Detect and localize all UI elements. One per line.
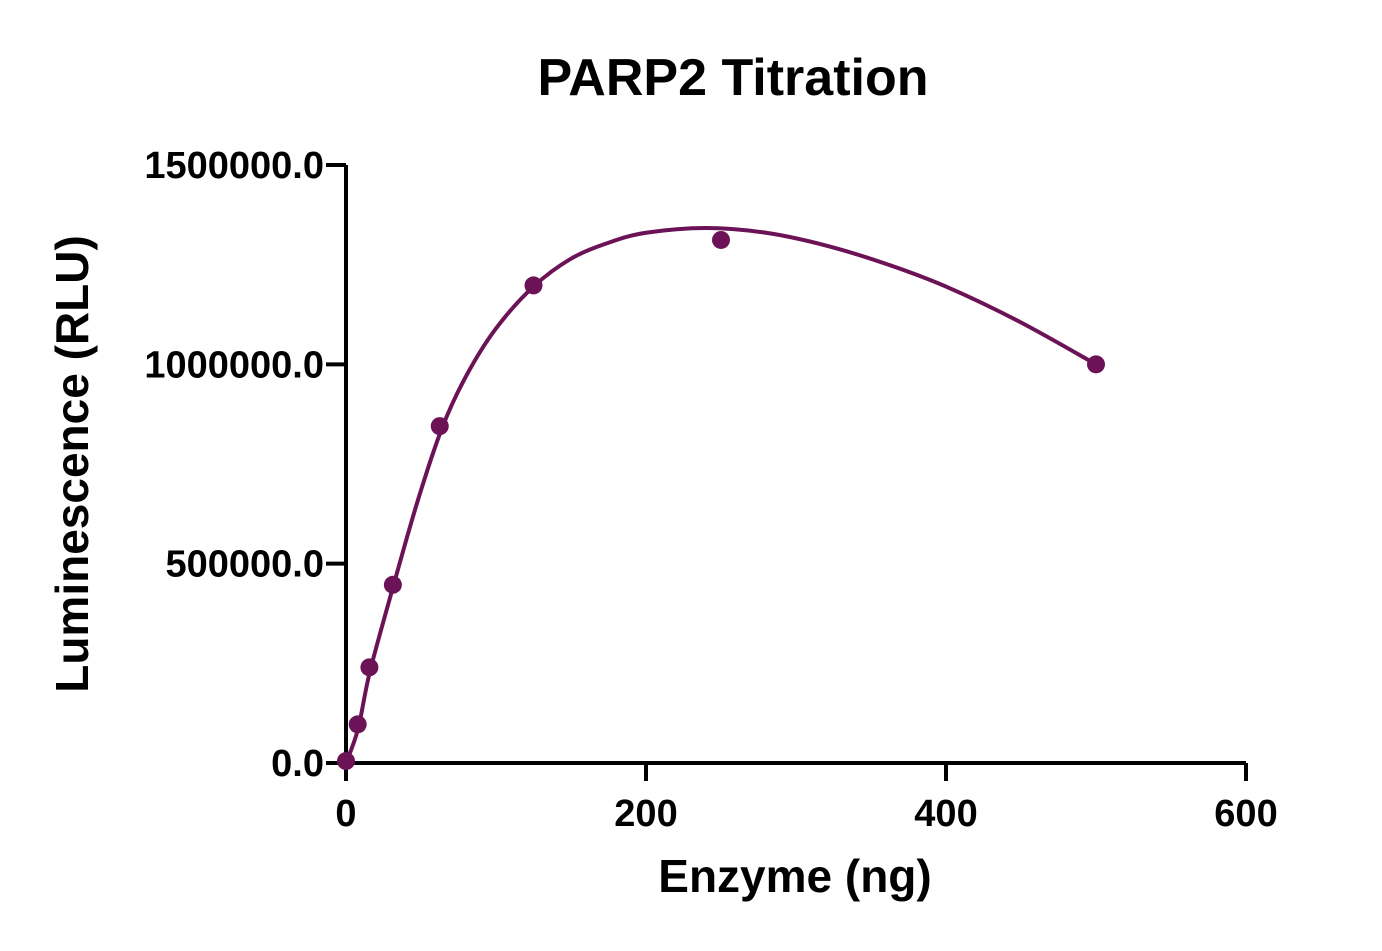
x-axis-label: Enzyme (ng) — [658, 850, 931, 902]
data-point — [1087, 355, 1105, 374]
fit-curve-line — [344, 225, 1097, 764]
data-point — [360, 658, 379, 677]
y-tick-label: 1500000.0 — [144, 145, 324, 187]
data-point — [524, 276, 543, 295]
data-point — [430, 417, 449, 436]
data-point — [337, 752, 355, 771]
data-points-layer — [337, 230, 1105, 771]
y-axis-ticks: 0.0 500000.0 1000000.0 1500000.0 — [144, 145, 346, 785]
y-tick-label: 500000.0 — [166, 544, 325, 586]
x-tick-label: 0 — [335, 793, 356, 835]
x-tick-label: 600 — [1214, 793, 1277, 835]
data-point — [712, 230, 730, 249]
x-axis-ticks: 0 200 400 600 — [335, 763, 1278, 835]
data-point — [348, 715, 367, 734]
chart-title: PARP2 Titration — [537, 49, 928, 107]
x-tick-label: 200 — [614, 793, 677, 835]
x-tick-label: 400 — [914, 793, 977, 835]
y-tick-label: 0.0 — [271, 743, 324, 785]
data-point — [383, 575, 402, 594]
y-tick-label: 1000000.0 — [144, 344, 324, 386]
fit-curve-layer — [344, 225, 1097, 764]
y-axis-label: Luminescence (RLU) — [46, 235, 98, 693]
